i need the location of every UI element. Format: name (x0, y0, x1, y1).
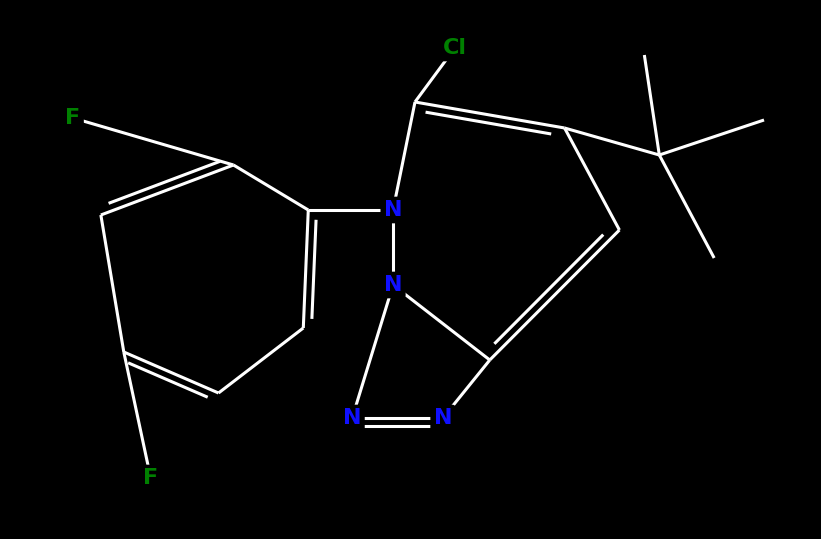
Text: N: N (343, 408, 361, 428)
Text: Cl: Cl (443, 38, 467, 58)
Text: N: N (383, 200, 402, 220)
Text: N: N (433, 408, 452, 428)
Text: F: F (143, 468, 158, 488)
Text: N: N (383, 275, 402, 295)
Text: F: F (66, 108, 80, 128)
